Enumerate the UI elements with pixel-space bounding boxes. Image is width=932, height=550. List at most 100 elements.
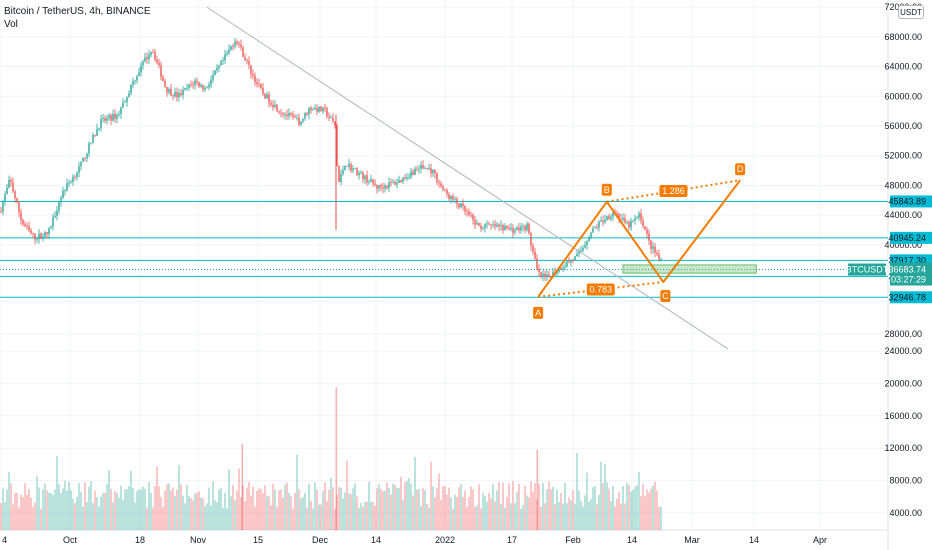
volume-bar	[380, 488, 382, 530]
candle-body	[622, 217, 624, 220]
candle-body	[300, 121, 302, 125]
volume-bar	[606, 482, 608, 530]
volume-bar	[516, 492, 518, 530]
candle-body	[276, 104, 278, 112]
candle-body	[302, 118, 304, 122]
volume-bar	[434, 497, 436, 530]
volume-bar	[334, 508, 336, 530]
volume-bar	[10, 483, 12, 530]
volume-bar	[406, 481, 408, 530]
volume-bar	[292, 508, 294, 530]
volume-bar	[366, 501, 368, 530]
candle-body	[398, 179, 400, 183]
candle-body	[296, 117, 298, 119]
candle-body	[148, 54, 150, 60]
x-tick-label: 18	[135, 535, 145, 545]
candle-body	[40, 233, 42, 239]
volume-bar	[241, 444, 244, 530]
candle-body	[126, 97, 128, 103]
volume-bar	[410, 483, 412, 530]
candle-body	[336, 125, 338, 166]
candle-body	[358, 172, 360, 176]
candle-body	[272, 104, 274, 108]
volume-bar	[250, 495, 252, 530]
candle-body	[484, 224, 486, 228]
volume-bar	[328, 489, 330, 530]
volume-bar	[636, 484, 638, 530]
gridlines	[0, 0, 888, 530]
candle-body	[200, 84, 202, 87]
candle-body	[532, 245, 534, 252]
candle-body	[438, 182, 440, 184]
candle-body	[324, 107, 326, 109]
candle-body	[332, 117, 334, 122]
volume-bar	[180, 484, 182, 530]
volume-bar	[660, 506, 662, 530]
candle-body	[574, 256, 576, 261]
point-label: D	[737, 164, 744, 174]
candle-body	[634, 218, 636, 221]
volume-bar	[570, 500, 572, 530]
volume-bar	[194, 492, 196, 530]
volume-bar	[492, 484, 494, 530]
volume-bar	[568, 497, 570, 530]
candle-body	[24, 224, 26, 227]
candle-body	[590, 232, 592, 238]
volume-bar	[654, 481, 656, 530]
candle-body	[528, 223, 530, 234]
volume-bar	[48, 492, 50, 530]
candle-body	[374, 183, 376, 185]
candle-body	[616, 213, 618, 215]
candle-body	[442, 186, 444, 190]
volume-bar	[40, 508, 42, 530]
symbol-label: BTCUSDT	[846, 265, 889, 275]
volume-bar	[88, 486, 90, 530]
volume-bar	[112, 502, 114, 530]
candle-body	[182, 89, 184, 96]
volume-bar	[176, 489, 178, 530]
volume-bar	[474, 506, 476, 530]
candle-body	[112, 113, 114, 121]
candle-body	[224, 54, 226, 61]
volume-bar	[596, 504, 598, 530]
candle-body	[402, 177, 404, 182]
volume-bar	[304, 492, 306, 530]
volume-bar	[54, 489, 56, 530]
candle-body	[0, 211, 2, 213]
volume-bar	[254, 506, 256, 530]
candle-body	[380, 185, 382, 188]
volume-bar	[524, 485, 526, 530]
candle-body	[646, 229, 648, 234]
candle-body	[430, 168, 432, 174]
volume-bar	[114, 490, 116, 530]
currency-button[interactable]: USDT	[898, 5, 924, 19]
candle-body	[204, 87, 206, 90]
candle-body	[236, 41, 238, 44]
price-label-bg	[890, 195, 932, 208]
volume-bars	[0, 387, 662, 530]
candle-body	[638, 213, 640, 218]
candle-body	[378, 185, 380, 189]
volume-bar	[276, 507, 278, 530]
volume-bar	[116, 492, 118, 530]
volume-bar	[78, 483, 80, 530]
volume-bar	[94, 490, 96, 530]
candle-body	[172, 95, 174, 97]
symbol-badge	[848, 263, 886, 276]
candle-body	[30, 229, 32, 234]
candle-body	[294, 116, 296, 118]
candle-body	[202, 84, 204, 90]
volume-bar	[222, 507, 224, 530]
candle-body	[436, 173, 438, 183]
candle-body	[192, 84, 194, 86]
volume-bar	[362, 506, 364, 530]
countdown-label: 03:27:29	[891, 275, 926, 285]
volume-bar	[300, 498, 302, 530]
volume-bar	[262, 493, 264, 530]
candle-body	[266, 94, 268, 99]
harmonic-pattern: 0.783 1.286 A B C D	[533, 163, 746, 319]
y-tick-label: 28000.00	[884, 329, 922, 339]
volume-bar	[526, 495, 528, 530]
candle-body	[466, 211, 468, 213]
